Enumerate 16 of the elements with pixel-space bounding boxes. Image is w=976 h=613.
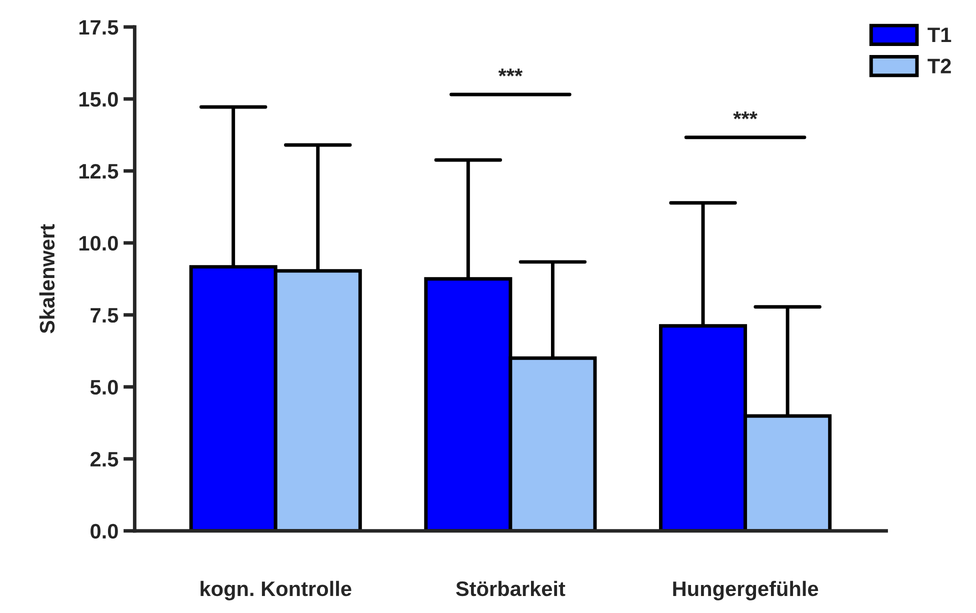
y-tick-label: 17.5	[79, 20, 118, 35]
annotation: ***	[733, 112, 758, 120]
x-tick-label: kogn. Kontrolle	[200, 580, 352, 600]
legend-label: T1	[928, 28, 952, 42]
y-tick-label: 0.0	[90, 524, 118, 539]
y-tick-label: 10.0	[79, 236, 118, 251]
y-tick-label: 5.0	[90, 380, 118, 395]
y-tick-label: 15.0	[79, 92, 118, 107]
y-tick-label: 12.5	[79, 164, 118, 179]
y-axis-title: Skalenwert	[39, 224, 55, 334]
x-tick-label: Hungergefühle	[673, 580, 818, 600]
x-tick-label: Störbarkeit	[456, 580, 566, 596]
y-tick-label: 2.5	[90, 452, 118, 467]
legend-label: T2	[928, 58, 951, 74]
annotation: ***	[498, 68, 523, 76]
y-tick-label: 7.5	[90, 308, 118, 323]
